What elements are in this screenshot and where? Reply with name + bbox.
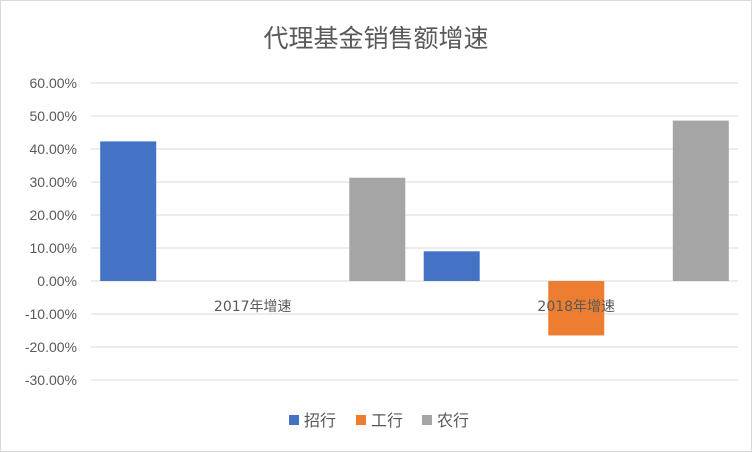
legend-swatch	[289, 415, 299, 425]
legend: 招行 工行 农行	[289, 411, 469, 430]
y-tick-label: 30.00%	[30, 174, 77, 190]
y-tick-label: 20.00%	[30, 207, 77, 223]
y-tick-label: 40.00%	[30, 141, 77, 157]
bar-农行-0	[349, 177, 406, 281]
bar-招行-1	[423, 251, 480, 281]
y-tick-label: 50.00%	[30, 108, 77, 124]
y-tick-label: 60.00%	[30, 75, 77, 91]
bar-招行-0	[100, 141, 157, 281]
gridlines	[91, 82, 738, 381]
legend-label: 农行	[437, 411, 469, 430]
category-labels: 2017年增速 2018年增速	[214, 299, 615, 315]
category-label: 2018年增速	[537, 299, 615, 315]
y-tick-label: 0.00%	[37, 273, 77, 289]
legend-swatch	[422, 415, 432, 425]
legend-label: 工行	[371, 411, 403, 430]
bar-工行-1	[548, 281, 605, 336]
y-axis-ticks: 60.00% 50.00% 40.00% 30.00% 20.00% 10.00% 0.00…	[25, 75, 77, 388]
y-tick-label: 10.00%	[30, 240, 77, 256]
y-tick-label: -30.00%	[25, 372, 77, 388]
category-label: 2017年增速	[214, 299, 292, 315]
bars	[100, 120, 729, 336]
legend-label: 招行	[304, 411, 336, 430]
chart-title: 代理基金销售额增速	[263, 24, 488, 53]
bar-农行-1	[672, 120, 729, 282]
legend-swatch	[356, 415, 366, 425]
y-tick-label: -10.00%	[25, 306, 77, 322]
y-tick-label: -20.00%	[25, 339, 77, 355]
